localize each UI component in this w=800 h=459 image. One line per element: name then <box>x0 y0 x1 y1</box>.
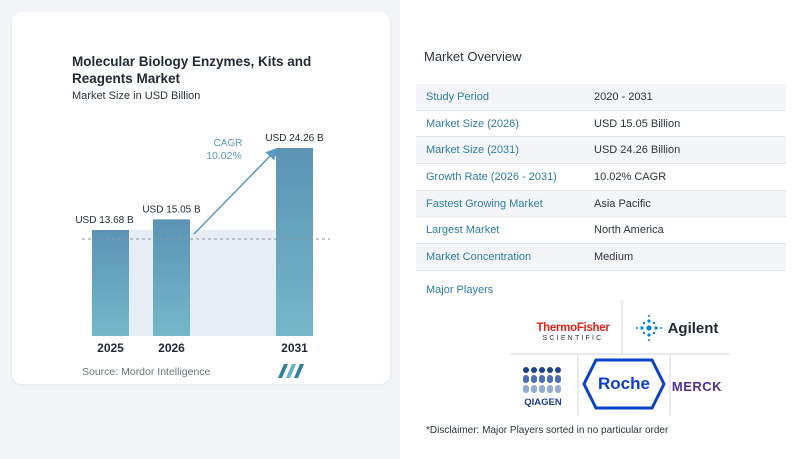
overview-value: USD 15.05 Billion <box>594 117 681 130</box>
bar-2026 <box>153 219 190 336</box>
overview-row: Study Period 2020 - 2031 <box>416 84 786 111</box>
players-grid-lines <box>510 300 730 416</box>
overview-value: USD 24.26 Billion <box>594 144 681 157</box>
overview-row: Largest Market North America <box>416 217 786 245</box>
value-label-2026: USD 15.05 B <box>142 204 201 215</box>
overview-value: North America <box>594 224 664 237</box>
cagr-label: CAGR <box>214 138 243 149</box>
overview-table: Study Period 2020 - 2031 Market Size (202… <box>416 84 786 271</box>
bar-2031 <box>276 148 313 336</box>
overview-title: Market Overview <box>424 49 522 64</box>
thermo-fisher-subname: SCIENTIFIC <box>542 335 604 342</box>
overview-value: 10.02% CAGR <box>594 170 667 183</box>
merck-name: MERCK <box>671 378 723 394</box>
category-label-2026: 2026 <box>158 341 185 355</box>
overview-panel: Market Overview Study Period 2020 - 2031 … <box>400 0 800 459</box>
overview-key: Market Concentration <box>426 250 532 263</box>
thermo-fisher-logo: ThermoFisher SCIENTIFIC <box>520 308 626 356</box>
qiagen-logo: QIAGEN <box>510 356 576 416</box>
value-label-2031: USD 24.26 B <box>265 133 324 144</box>
major-players-title: Major Players <box>426 284 494 296</box>
agilent-logo: Agilent <box>622 302 730 354</box>
overview-value: 2020 - 2031 <box>594 90 653 103</box>
cagr-value: 10.02% <box>206 150 242 162</box>
bar-chart: CAGR 10.02% USD 13.68 B 2025 USD 15.05 B 20… <box>75 133 330 355</box>
disclaimer-text: *Disclaimer: Major Players sorted in no … <box>426 425 669 436</box>
roche-name: Roche <box>598 374 650 393</box>
overview-key: Market Size (2026) <box>426 117 519 130</box>
mordor-logo-icon <box>278 364 304 378</box>
roche-hexagon-icon <box>582 358 666 410</box>
overview-row: Growth Rate (2026 - 2031) 10.02% CAGR <box>416 164 786 191</box>
value-label-2025: USD 13.68 B <box>75 215 134 226</box>
overview-key: Largest Market <box>426 224 500 237</box>
bar-2025 <box>92 229 129 336</box>
cagr-arrow <box>193 147 279 235</box>
overview-value: Asia Pacific <box>594 197 651 210</box>
overview-row: Market Concentration Medium <box>416 244 786 271</box>
category-label-2025: 2025 <box>97 341 124 355</box>
overview-key: Market Size (2031) <box>426 144 519 157</box>
overview-key: Study Period <box>426 90 489 103</box>
thermo-fisher-name: ThermoFisher <box>536 322 610 334</box>
category-label-2031: 2031 <box>281 341 308 355</box>
overview-key: Fastest Growing Market <box>426 197 543 210</box>
merck-logo: MERCK <box>664 356 730 416</box>
agilent-name: Agilent <box>667 319 719 337</box>
overview-row: Fastest Growing Market Asia Pacific <box>416 190 786 218</box>
overview-key: Growth Rate (2026 - 2031) <box>426 170 557 183</box>
chart-title: Molecular Biology Enzymes, Kits and Reag… <box>72 54 312 86</box>
players-logos: ThermoFisher SCIENTIFIC Agilent <box>510 296 730 416</box>
roche-logo: Roche <box>580 354 668 414</box>
agilent-spark-icon <box>635 315 662 341</box>
source-text: Source: Mordor Intelligence <box>82 366 211 378</box>
qiagen-dots-icon <box>523 366 561 393</box>
overview-value: Medium <box>594 250 634 263</box>
qiagen-name: QIAGEN <box>524 396 562 408</box>
overview-row: Market Size (2026) USD 15.05 Billion <box>416 111 786 138</box>
chart-subtitle: Market Size in USD Billion <box>72 90 201 102</box>
overview-row: Market Size (2031) USD 24.26 Billion <box>416 137 786 165</box>
